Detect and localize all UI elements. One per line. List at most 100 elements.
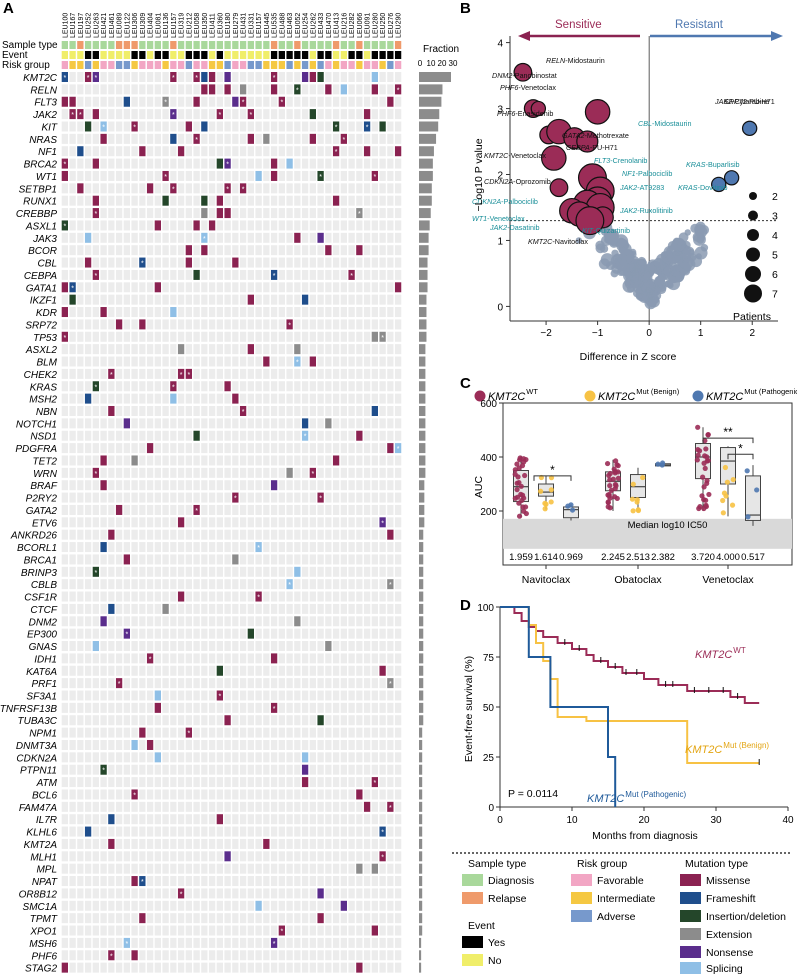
empty-cell	[131, 393, 138, 404]
mutation-cell	[325, 418, 332, 429]
empty-cell	[247, 715, 254, 726]
empty-cell	[340, 443, 347, 454]
mutation-cell	[270, 84, 278, 95]
fraction-bar	[419, 641, 424, 652]
empty-cell	[340, 455, 347, 466]
empty-cell	[363, 900, 371, 911]
empty-cell	[270, 789, 278, 800]
empty-cell	[146, 430, 154, 441]
empty-cell	[108, 616, 115, 627]
annotation-tracks	[61, 41, 402, 69]
empty-cell	[325, 554, 332, 565]
empty-cell	[255, 72, 262, 82]
mutation-cell	[201, 208, 208, 219]
empty-cell	[278, 690, 285, 701]
empty-cell	[69, 690, 76, 701]
empty-cell	[348, 220, 355, 231]
empty-cell	[348, 764, 355, 775]
resistant-label: Resistant	[675, 19, 724, 31]
risk-group-cell	[193, 61, 200, 69]
mutation-cell	[379, 826, 386, 837]
empty-cell	[332, 814, 340, 825]
empty-cell	[84, 269, 92, 280]
empty-cell	[325, 393, 332, 404]
empty-cell	[61, 443, 68, 454]
empty-cell	[131, 356, 138, 367]
empty-cell	[356, 925, 363, 936]
empty-cell	[340, 727, 347, 738]
volcano-point-label: KRAS-Buparlisib	[686, 160, 740, 169]
empty-cell	[263, 863, 270, 874]
mutation-cell	[270, 269, 278, 280]
empty-cell	[84, 455, 92, 466]
empty-cell	[255, 616, 262, 627]
empty-cell	[356, 146, 363, 157]
empty-cell	[286, 554, 293, 565]
empty-cell	[139, 603, 146, 614]
empty-cell	[247, 232, 254, 243]
empty-cell	[92, 245, 99, 256]
empty-cell	[332, 418, 340, 429]
empty-cell	[363, 430, 371, 441]
empty-cell	[278, 554, 285, 565]
empty-cell	[139, 851, 146, 862]
empty-cell	[100, 467, 107, 478]
empty-cell	[340, 307, 347, 318]
empty-cell	[309, 616, 316, 627]
panel-a-letter: A	[3, 0, 14, 17]
box-point	[569, 507, 576, 513]
mutation-star: *	[389, 582, 392, 589]
empty-cell	[239, 579, 247, 590]
empty-cell	[61, 480, 68, 491]
empty-cell	[278, 851, 285, 862]
empty-cell	[100, 319, 107, 330]
empty-cell	[232, 950, 239, 961]
empty-cell	[387, 183, 394, 194]
efs-y-tick: 0	[488, 803, 494, 814]
empty-cell	[286, 727, 293, 738]
empty-cell	[294, 430, 301, 441]
empty-cell	[394, 591, 402, 602]
empty-cell	[108, 492, 115, 503]
empty-cell	[162, 962, 169, 973]
risk-group-cell	[301, 61, 309, 69]
empty-cell	[108, 418, 115, 429]
empty-cell	[131, 331, 138, 342]
empty-cell	[123, 653, 130, 664]
empty-cell	[69, 838, 76, 849]
mutation-star: *	[63, 223, 66, 230]
empty-cell	[263, 628, 270, 639]
box-point	[701, 496, 707, 503]
empty-cell	[379, 727, 386, 738]
event-cell	[270, 51, 278, 59]
empty-cell	[255, 158, 262, 169]
empty-cell	[224, 480, 231, 491]
empty-cell	[115, 876, 123, 887]
mutation-cell	[139, 146, 146, 157]
empty-cell	[301, 84, 309, 95]
mutation-cell	[193, 504, 200, 515]
sample-id-label: LEU100	[62, 13, 69, 38]
empty-cell	[239, 245, 247, 256]
empty-cell	[278, 257, 285, 268]
mutation-cell	[278, 96, 285, 107]
empty-cell	[123, 616, 130, 627]
empty-cell	[239, 777, 247, 788]
empty-cell	[84, 504, 92, 515]
empty-cell	[255, 319, 262, 330]
empty-cell	[270, 950, 278, 961]
empty-cell	[216, 752, 223, 763]
empty-cell	[185, 443, 192, 454]
empty-cell	[379, 925, 386, 936]
mutation-cell	[371, 84, 378, 95]
fraction-bar	[419, 863, 423, 874]
empty-cell	[154, 381, 161, 392]
empty-cell	[325, 232, 332, 243]
empty-cell	[387, 319, 394, 330]
empty-cell	[278, 715, 285, 726]
empty-cell	[193, 727, 200, 738]
empty-cell	[286, 455, 293, 466]
empty-cell	[263, 876, 270, 887]
empty-cell	[77, 344, 84, 355]
empty-cell	[340, 616, 347, 627]
